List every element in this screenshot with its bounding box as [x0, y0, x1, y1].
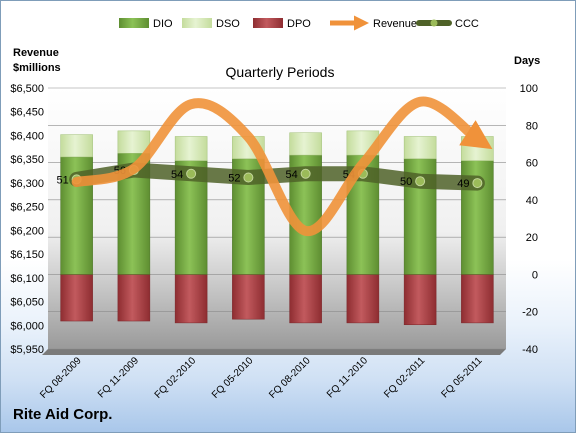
- legend-swatch-dpo: [253, 18, 283, 28]
- ccc-data-label: 52: [228, 172, 240, 184]
- legend-label: DIO: [153, 18, 173, 30]
- ccc-point: [472, 178, 483, 189]
- bar-dpo: [461, 274, 494, 324]
- bar-dso: [403, 136, 437, 160]
- right-axis-tick: 100: [520, 83, 538, 95]
- left-axis-tick: $6,400: [10, 130, 44, 142]
- right-axis-tick: -20: [522, 307, 538, 319]
- category-label: FQ 08-2010: [267, 355, 313, 401]
- ccc-point: [186, 168, 197, 179]
- bar-dpo: [346, 274, 380, 324]
- left-axis-tick: $6,100: [10, 273, 44, 285]
- bar-dso: [60, 134, 93, 158]
- bar-dpo: [117, 274, 151, 322]
- legend-item-revenue: Revenue: [330, 15, 417, 31]
- ccc-data-label: 54: [286, 169, 298, 181]
- left-axis-tick: $6,200: [10, 225, 44, 237]
- bar-dso: [117, 130, 151, 154]
- right-axis-tick: 40: [526, 195, 538, 207]
- legend-item-dpo: DPO: [253, 18, 311, 30]
- right-axis-tick: -40: [522, 344, 538, 356]
- legend-label: DPO: [287, 18, 311, 30]
- category-label: FQ 02-2010: [153, 355, 199, 401]
- legend-label: DSO: [216, 18, 240, 30]
- right-axis-tick: 60: [526, 158, 538, 170]
- legend-label: CCC: [455, 18, 479, 30]
- plot-area: [48, 88, 506, 349]
- bar-dso: [289, 132, 322, 156]
- chart-title: Quarterly Periods: [226, 64, 335, 80]
- category-label: FQ 08-2009: [38, 355, 84, 401]
- bar-dpo: [403, 274, 437, 326]
- category-label: FQ 11-2010: [325, 355, 370, 400]
- category-label: FQ 05-2010: [210, 355, 256, 401]
- legend-label: Revenue: [373, 18, 417, 30]
- bar-dpo: [60, 274, 93, 322]
- left-axis-tick: $5,950: [10, 344, 44, 356]
- ccc-line: [69, 162, 485, 191]
- left-axis-tick: $6,300: [10, 178, 44, 190]
- ccc-point: [243, 172, 254, 183]
- category-label: FQ 02-2011: [382, 355, 427, 400]
- legend-swatch-dso: [182, 18, 212, 28]
- left-axis-tick: $6,250: [10, 202, 44, 214]
- company-name: Rite Aid Corp.: [13, 406, 113, 423]
- legend-item-dio: DIO: [119, 18, 173, 30]
- left-axis-tick: $6,000: [10, 320, 44, 332]
- ccc-point: [300, 168, 311, 179]
- bar-dpo: [174, 274, 208, 324]
- bar-dso: [174, 136, 208, 161]
- left-axis-tick: $6,350: [10, 154, 44, 166]
- right-axis-tick: 80: [526, 120, 538, 132]
- left-axis-tick: $6,450: [10, 107, 44, 119]
- right-axis-tick: 20: [526, 232, 538, 244]
- legend-swatch-dio: [119, 18, 149, 28]
- ccc-data-label: 51: [57, 174, 69, 186]
- ccc-point: [415, 176, 426, 187]
- right-axis-tick: 0: [532, 269, 538, 281]
- left-axis-tick: $6,050: [10, 297, 44, 309]
- legend-item-dso: DSO: [182, 18, 240, 30]
- ccc-data-label: 54: [171, 169, 183, 181]
- left-axis-title: Revenue $millions: [13, 47, 61, 74]
- plot-floor: [42, 349, 506, 355]
- left-axis-tick: $6,500: [10, 83, 44, 95]
- ccc-data-label: 49: [457, 178, 469, 190]
- category-label: FQ 11-2009: [96, 355, 141, 400]
- left-axis-tick: $6,150: [10, 249, 44, 261]
- ccc-data-label: 50: [400, 176, 412, 188]
- legend-item-ccc: CCC: [416, 18, 479, 30]
- bar-dpo: [232, 274, 265, 320]
- right-axis-title: Days: [514, 55, 540, 67]
- legend-marker-ccc: [430, 19, 438, 27]
- bar-dpo: [289, 274, 322, 324]
- category-label: FQ 05-2011: [440, 355, 485, 400]
- revenue-line: [71, 96, 493, 236]
